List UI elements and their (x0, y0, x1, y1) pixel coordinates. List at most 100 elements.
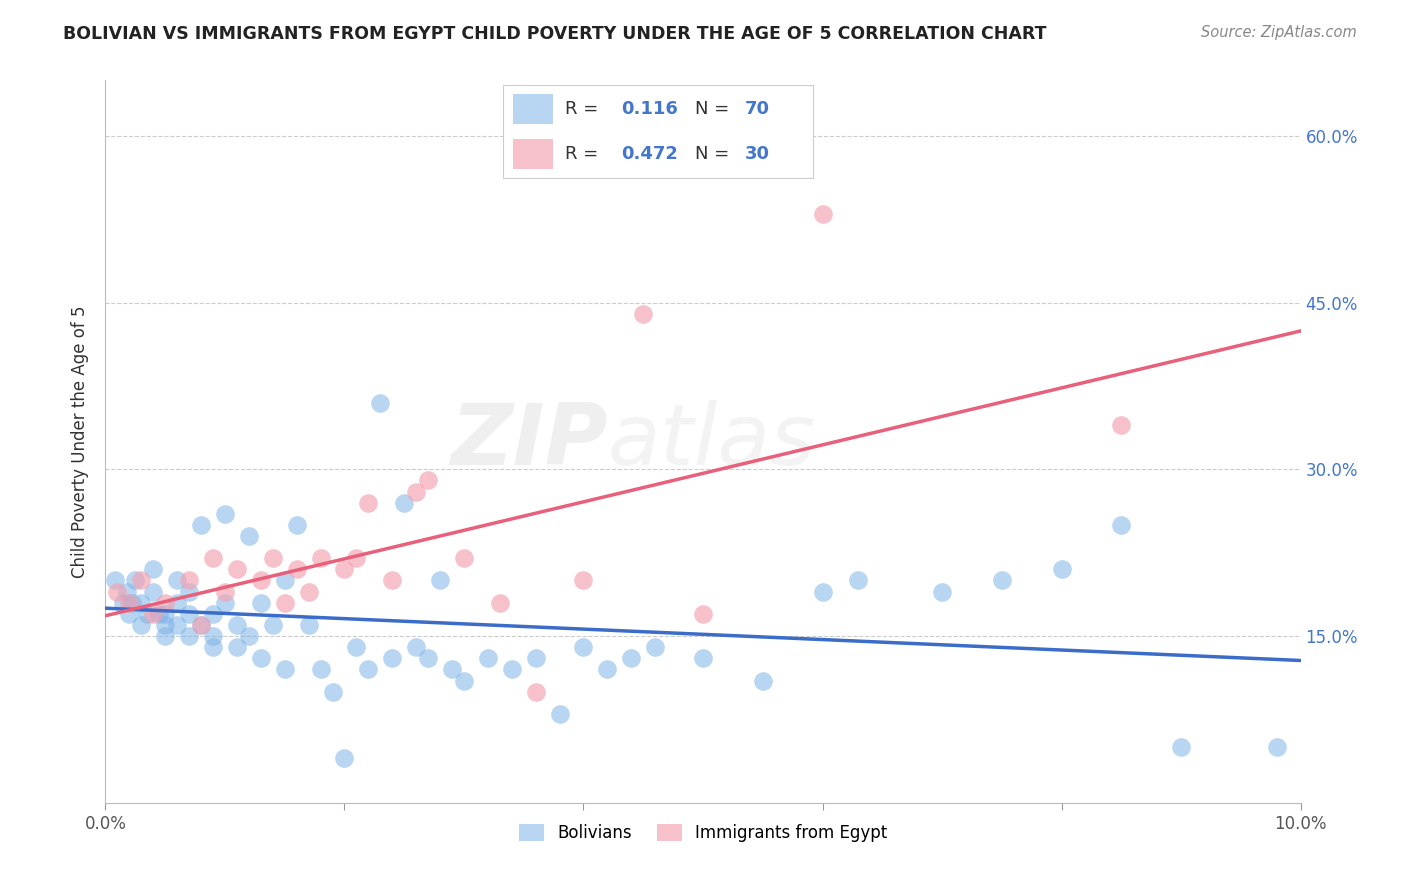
Point (572, 640, 595, 655)
Point (121, 596, 143, 610)
Point (273, 574, 295, 588)
Point (190, 618, 212, 632)
Point (333, 562, 356, 576)
Point (381, 651, 404, 665)
Point (751, 673, 773, 688)
Point (1265, 740, 1288, 755)
Point (309, 551, 332, 566)
Point (285, 517, 308, 532)
Point (177, 574, 201, 588)
Text: atlas: atlas (607, 400, 815, 483)
Text: 0.472: 0.472 (621, 145, 678, 163)
Point (262, 551, 284, 566)
Point (190, 618, 212, 632)
Point (572, 574, 595, 588)
Point (225, 640, 249, 655)
Point (202, 640, 225, 655)
Point (1050, 562, 1073, 576)
Point (166, 574, 188, 588)
Point (692, 651, 714, 665)
Point (250, 651, 273, 665)
Point (202, 551, 225, 566)
Point (285, 562, 308, 576)
Point (548, 706, 571, 721)
Point (429, 574, 451, 588)
FancyBboxPatch shape (513, 139, 553, 169)
Point (250, 574, 273, 588)
Text: 30: 30 (745, 145, 769, 163)
Point (225, 562, 249, 576)
Text: Source: ZipAtlas.com: Source: ZipAtlas.com (1201, 25, 1357, 40)
Point (633, 307, 655, 321)
Point (202, 629, 225, 643)
Point (620, 651, 643, 665)
Point (129, 596, 153, 610)
FancyBboxPatch shape (513, 95, 553, 124)
Text: BOLIVIAN VS IMMIGRANTS FROM EGYPT CHILD POVERTY UNDER THE AGE OF 5 CORRELATION C: BOLIVIAN VS IMMIGRANTS FROM EGYPT CHILD … (63, 25, 1047, 43)
Text: R =: R = (565, 100, 605, 118)
Point (501, 662, 523, 676)
Point (214, 584, 236, 599)
Point (250, 596, 273, 610)
Point (214, 596, 236, 610)
Text: N =: N = (695, 100, 735, 118)
Point (1170, 740, 1192, 755)
Point (298, 618, 321, 632)
Point (155, 629, 177, 643)
Point (273, 662, 295, 676)
Point (190, 517, 212, 532)
Text: 0.116: 0.116 (621, 100, 678, 118)
Point (368, 395, 391, 409)
Point (346, 640, 368, 655)
Point (381, 574, 404, 588)
Point (177, 584, 201, 599)
Point (225, 618, 249, 632)
Point (112, 596, 135, 610)
Point (1111, 417, 1133, 432)
Point (177, 607, 201, 621)
Point (202, 607, 225, 621)
Point (524, 684, 547, 698)
Point (524, 651, 547, 665)
Point (453, 551, 475, 566)
Point (118, 607, 141, 621)
Point (129, 618, 153, 632)
Point (129, 574, 153, 588)
Point (142, 607, 165, 621)
Point (177, 629, 201, 643)
Point (118, 596, 141, 610)
Point (846, 574, 869, 588)
Point (453, 673, 475, 688)
Point (148, 607, 170, 621)
Point (155, 607, 177, 621)
Text: ZIP: ZIP (450, 400, 607, 483)
Point (692, 607, 714, 621)
Point (357, 496, 380, 510)
Point (298, 584, 321, 599)
Point (136, 607, 159, 621)
Point (418, 651, 440, 665)
Point (214, 507, 236, 521)
Point (104, 574, 127, 588)
Legend: Bolivians, Immigrants from Egypt: Bolivians, Immigrants from Egypt (512, 817, 894, 848)
Point (811, 207, 834, 221)
Point (166, 596, 188, 610)
Point (596, 662, 619, 676)
Text: R =: R = (565, 145, 605, 163)
Point (142, 562, 165, 576)
Point (1111, 517, 1133, 532)
Y-axis label: Child Poverty Under the Age of 5: Child Poverty Under the Age of 5 (72, 305, 90, 578)
Point (418, 474, 440, 488)
Point (394, 496, 416, 510)
Point (644, 640, 666, 655)
Point (273, 596, 295, 610)
Point (238, 629, 260, 643)
Point (142, 584, 165, 599)
Text: 70: 70 (745, 100, 769, 118)
Point (115, 584, 138, 599)
Point (262, 618, 284, 632)
Point (166, 618, 188, 632)
Point (346, 551, 368, 566)
Point (405, 484, 427, 499)
Point (477, 651, 499, 665)
